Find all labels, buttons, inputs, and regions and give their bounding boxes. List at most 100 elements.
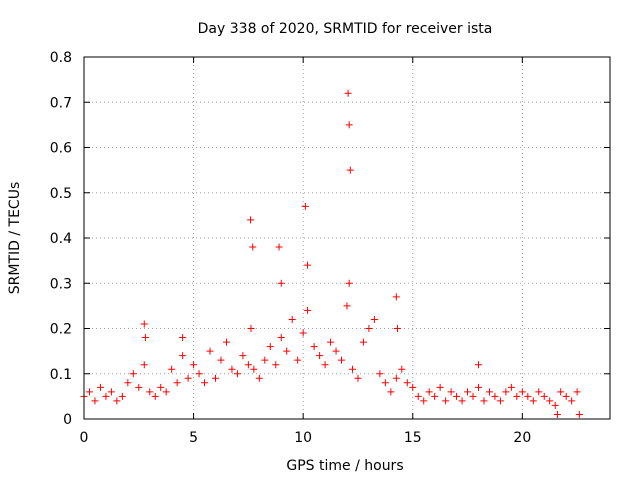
data-point: [151, 392, 159, 400]
data-point: [135, 383, 143, 391]
data-point: [345, 279, 353, 287]
data-point: [376, 370, 384, 378]
y-tick-label: 0.3: [50, 276, 72, 292]
data-point: [247, 325, 255, 332]
data-point: [85, 388, 93, 396]
data-point: [496, 397, 504, 405]
x-tick-label: 15: [404, 430, 422, 446]
data-point: [365, 325, 373, 332]
data-point: [546, 397, 554, 405]
data-points: [80, 89, 583, 418]
data-point: [304, 306, 312, 314]
data-point: [118, 392, 126, 400]
x-tick-label: 20: [513, 430, 531, 446]
x-tick-label: 0: [80, 430, 89, 446]
data-point: [124, 379, 132, 387]
data-point: [436, 383, 444, 391]
data-point: [458, 397, 466, 405]
data-point: [233, 370, 241, 378]
data-point: [179, 334, 187, 342]
data-point: [277, 334, 285, 342]
x-axis-label: GPS time / hours: [286, 458, 403, 474]
data-point: [338, 356, 346, 364]
data-point: [179, 352, 187, 360]
data-point: [283, 347, 291, 355]
data-point: [162, 388, 170, 396]
data-point: [249, 243, 257, 251]
data-point: [250, 365, 258, 373]
data-point: [299, 329, 307, 337]
data-point: [393, 325, 401, 332]
data-point: [310, 343, 318, 351]
y-tick-label: 0.1: [50, 367, 72, 383]
data-point: [301, 202, 309, 210]
data-point: [502, 388, 510, 396]
y-tick-label: 0.6: [50, 141, 72, 157]
data-point: [272, 361, 280, 369]
data-point: [370, 315, 378, 323]
data-point: [201, 379, 209, 387]
y-tick-label: 0: [63, 412, 72, 428]
data-point: [168, 365, 176, 373]
data-point: [294, 356, 302, 364]
data-point: [275, 243, 283, 251]
data-point: [398, 365, 406, 373]
plot-frame: [83, 56, 611, 420]
data-point: [507, 383, 515, 391]
data-point: [327, 338, 335, 346]
data-point: [354, 374, 362, 382]
data-point: [553, 410, 561, 418]
data-point: [524, 392, 532, 400]
data-point: [266, 343, 274, 351]
data-point: [568, 397, 576, 405]
data-point: [277, 279, 285, 287]
data-point: [321, 361, 329, 369]
axis-ticks: 0 0.1 0.2 0.3 0.4 0.5 0.6 0.7 0.8 0 5 10 15 20: [50, 50, 610, 446]
data-point: [212, 374, 219, 382]
data-point: [261, 356, 269, 364]
y-tick-label: 0.2: [50, 322, 72, 338]
data-point: [102, 392, 110, 400]
data-point: [140, 320, 148, 328]
data-point: [239, 352, 247, 360]
data-point: [475, 361, 482, 369]
data-point: [535, 388, 543, 396]
data-point: [420, 397, 428, 405]
data-point: [573, 388, 581, 396]
data-point: [304, 261, 312, 269]
data-point: [348, 365, 356, 373]
data-point: [447, 388, 455, 396]
data-point: [184, 374, 192, 382]
data-point: [442, 397, 450, 405]
grid: [84, 57, 610, 419]
data-point: [343, 302, 351, 310]
y-axis-label: SRMTID / TECUs: [7, 182, 23, 295]
data-point: [513, 392, 521, 400]
data-point: [332, 347, 340, 355]
data-point: [387, 388, 395, 396]
data-point: [190, 361, 198, 369]
data-point: [217, 356, 225, 364]
data-point: [464, 388, 472, 396]
data-point: [392, 374, 400, 382]
data-point: [141, 334, 149, 342]
data-point: [129, 370, 137, 378]
data-point: [345, 121, 353, 129]
y-tick-label: 0.7: [50, 95, 72, 111]
data-point: [453, 392, 461, 400]
data-point: [344, 89, 352, 97]
data-point: [475, 383, 482, 391]
data-point: [518, 388, 526, 396]
data-point: [469, 392, 477, 400]
data-point: [91, 397, 99, 405]
data-point: [491, 392, 499, 400]
data-point: [96, 383, 104, 391]
data-point: [113, 397, 121, 405]
data-point: [575, 410, 583, 418]
data-point: [316, 352, 324, 360]
data-point: [157, 383, 165, 391]
data-point: [485, 388, 493, 396]
data-point: [206, 347, 214, 355]
